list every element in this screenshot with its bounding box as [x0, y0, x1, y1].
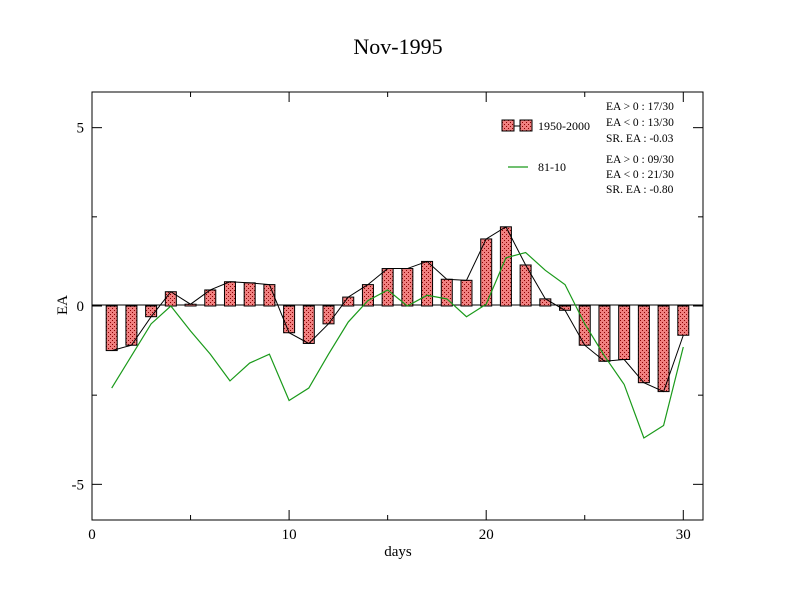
bar-day-28	[637, 305, 650, 384]
line-1950-2000	[111, 226, 684, 393]
stats-block-1950-2000: EA > 0 : 17/30 EA < 0 : 13/30 SR. EA : -…	[606, 101, 674, 145]
bar-day-30	[677, 305, 690, 336]
stats-block-81-10: EA > 0 : 09/30 EA < 0 : 21/30 SR. EA : -…	[606, 154, 674, 196]
y-tick-label: -5	[72, 477, 85, 493]
bar-day-26	[598, 305, 611, 362]
x-axis-ticks: 0 10 20 30	[88, 92, 691, 543]
x-tick-label: 30	[676, 527, 691, 543]
bar-series-1950-2000	[105, 226, 690, 393]
stat-line: SR. EA : -0.80	[606, 184, 674, 196]
x-axis-label: days	[384, 544, 412, 560]
stat-line: EA > 0 : 17/30	[606, 101, 674, 113]
bar-day-12	[322, 305, 335, 325]
legend: 1950-2000 81-10 EA > 0 : 17/30 EA < 0 : …	[501, 101, 674, 196]
y-axis-label: EA	[55, 295, 71, 315]
bar-day-14	[361, 284, 374, 307]
legend-label-1950-2000: 1950-2000	[538, 119, 590, 133]
bar-day-7	[223, 281, 236, 307]
bar-day-19	[460, 279, 473, 307]
legend-label-81-10: 81-10	[538, 160, 566, 174]
bar-day-15	[381, 268, 394, 307]
bar-day-8	[243, 282, 256, 307]
bar-day-16	[401, 268, 414, 307]
bar-day-11	[302, 305, 315, 344]
bar-day-29	[657, 305, 670, 393]
x-tick-label: 10	[282, 527, 297, 543]
line-series	[111, 226, 684, 439]
bar-day-23	[539, 298, 552, 307]
x-tick-label: 20	[479, 527, 494, 543]
y-tick-label: 0	[77, 299, 85, 315]
legend-item-1950-2000: 1950-2000	[501, 119, 590, 133]
bar-day-27	[618, 305, 631, 360]
stat-line: EA < 0 : 13/30	[606, 117, 674, 129]
legend-swatch-bar	[501, 119, 515, 132]
bar-day-10	[283, 305, 296, 334]
line-81-10	[111, 251, 684, 439]
legend-item-81-10: 81-10	[508, 160, 566, 174]
x-tick-label: 0	[88, 527, 96, 543]
bar-day-1	[105, 305, 118, 352]
y-axis-ticks: -5 0 5	[72, 121, 703, 493]
legend-swatch-bar	[519, 119, 533, 132]
stat-line: EA < 0 : 21/30	[606, 169, 674, 181]
bar-day-17	[421, 260, 434, 307]
chart-title: Nov-1995	[353, 34, 442, 59]
y-tick-label: 5	[77, 121, 85, 137]
stat-line: EA > 0 : 09/30	[606, 154, 674, 166]
stat-line: SR. EA : -0.03	[606, 133, 674, 145]
